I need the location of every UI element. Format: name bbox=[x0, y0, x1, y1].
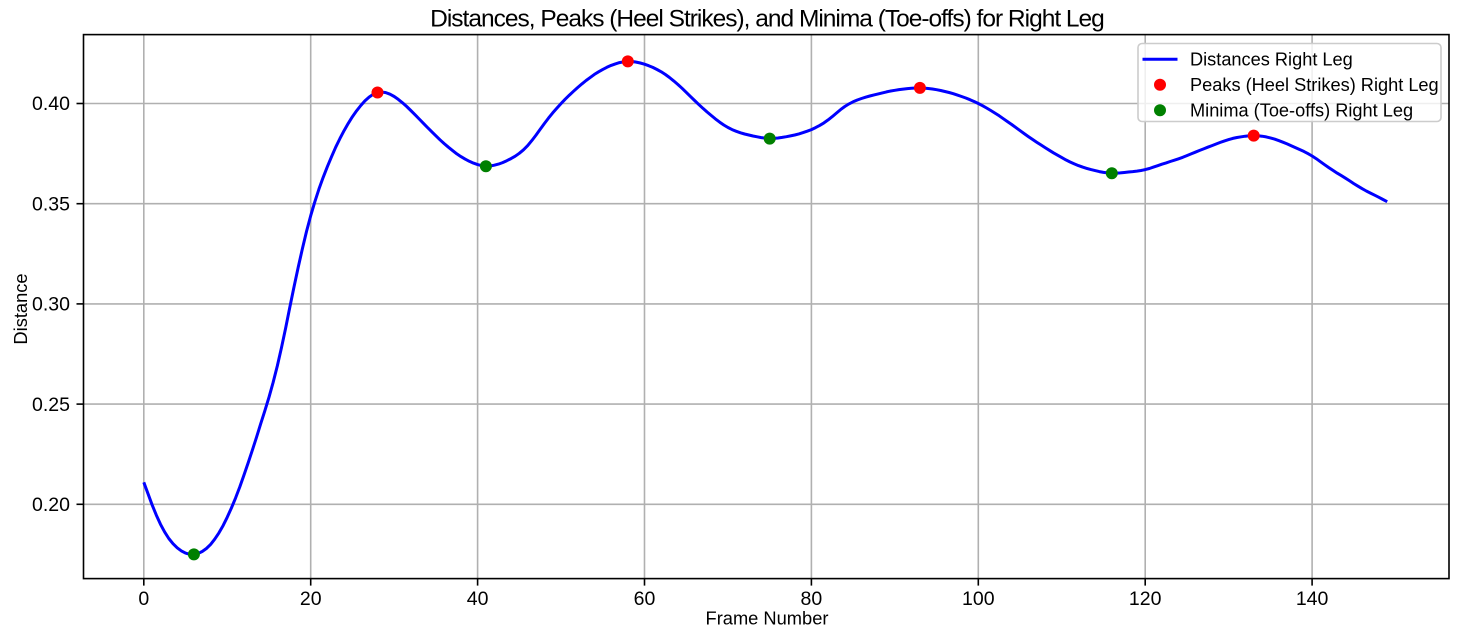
svg-text:60: 60 bbox=[634, 588, 656, 610]
svg-text:20: 20 bbox=[300, 588, 322, 610]
svg-text:Minima (Toe-offs) Right Leg: Minima (Toe-offs) Right Leg bbox=[1190, 101, 1413, 121]
svg-text:40: 40 bbox=[467, 588, 489, 610]
svg-text:0.20: 0.20 bbox=[32, 494, 70, 516]
svg-text:Peaks (Heel Strikes) Right Leg: Peaks (Heel Strikes) Right Leg bbox=[1190, 75, 1439, 95]
svg-text:80: 80 bbox=[801, 588, 823, 610]
svg-text:0.25: 0.25 bbox=[32, 394, 70, 416]
svg-text:0.30: 0.30 bbox=[32, 294, 70, 316]
svg-text:Frame Number: Frame Number bbox=[706, 607, 829, 628]
svg-text:0.35: 0.35 bbox=[32, 193, 70, 215]
svg-text:0: 0 bbox=[138, 588, 149, 610]
svg-text:100: 100 bbox=[962, 588, 995, 610]
svg-text:Distance: Distance bbox=[10, 273, 31, 344]
svg-text:Distances, Peaks (Heel Strikes: Distances, Peaks (Heel Strikes), and Min… bbox=[430, 6, 1104, 33]
svg-text:Distances Right Leg: Distances Right Leg bbox=[1190, 50, 1353, 70]
svg-text:140: 140 bbox=[1296, 588, 1329, 610]
svg-text:120: 120 bbox=[1129, 588, 1162, 610]
svg-text:0.40: 0.40 bbox=[32, 93, 70, 115]
